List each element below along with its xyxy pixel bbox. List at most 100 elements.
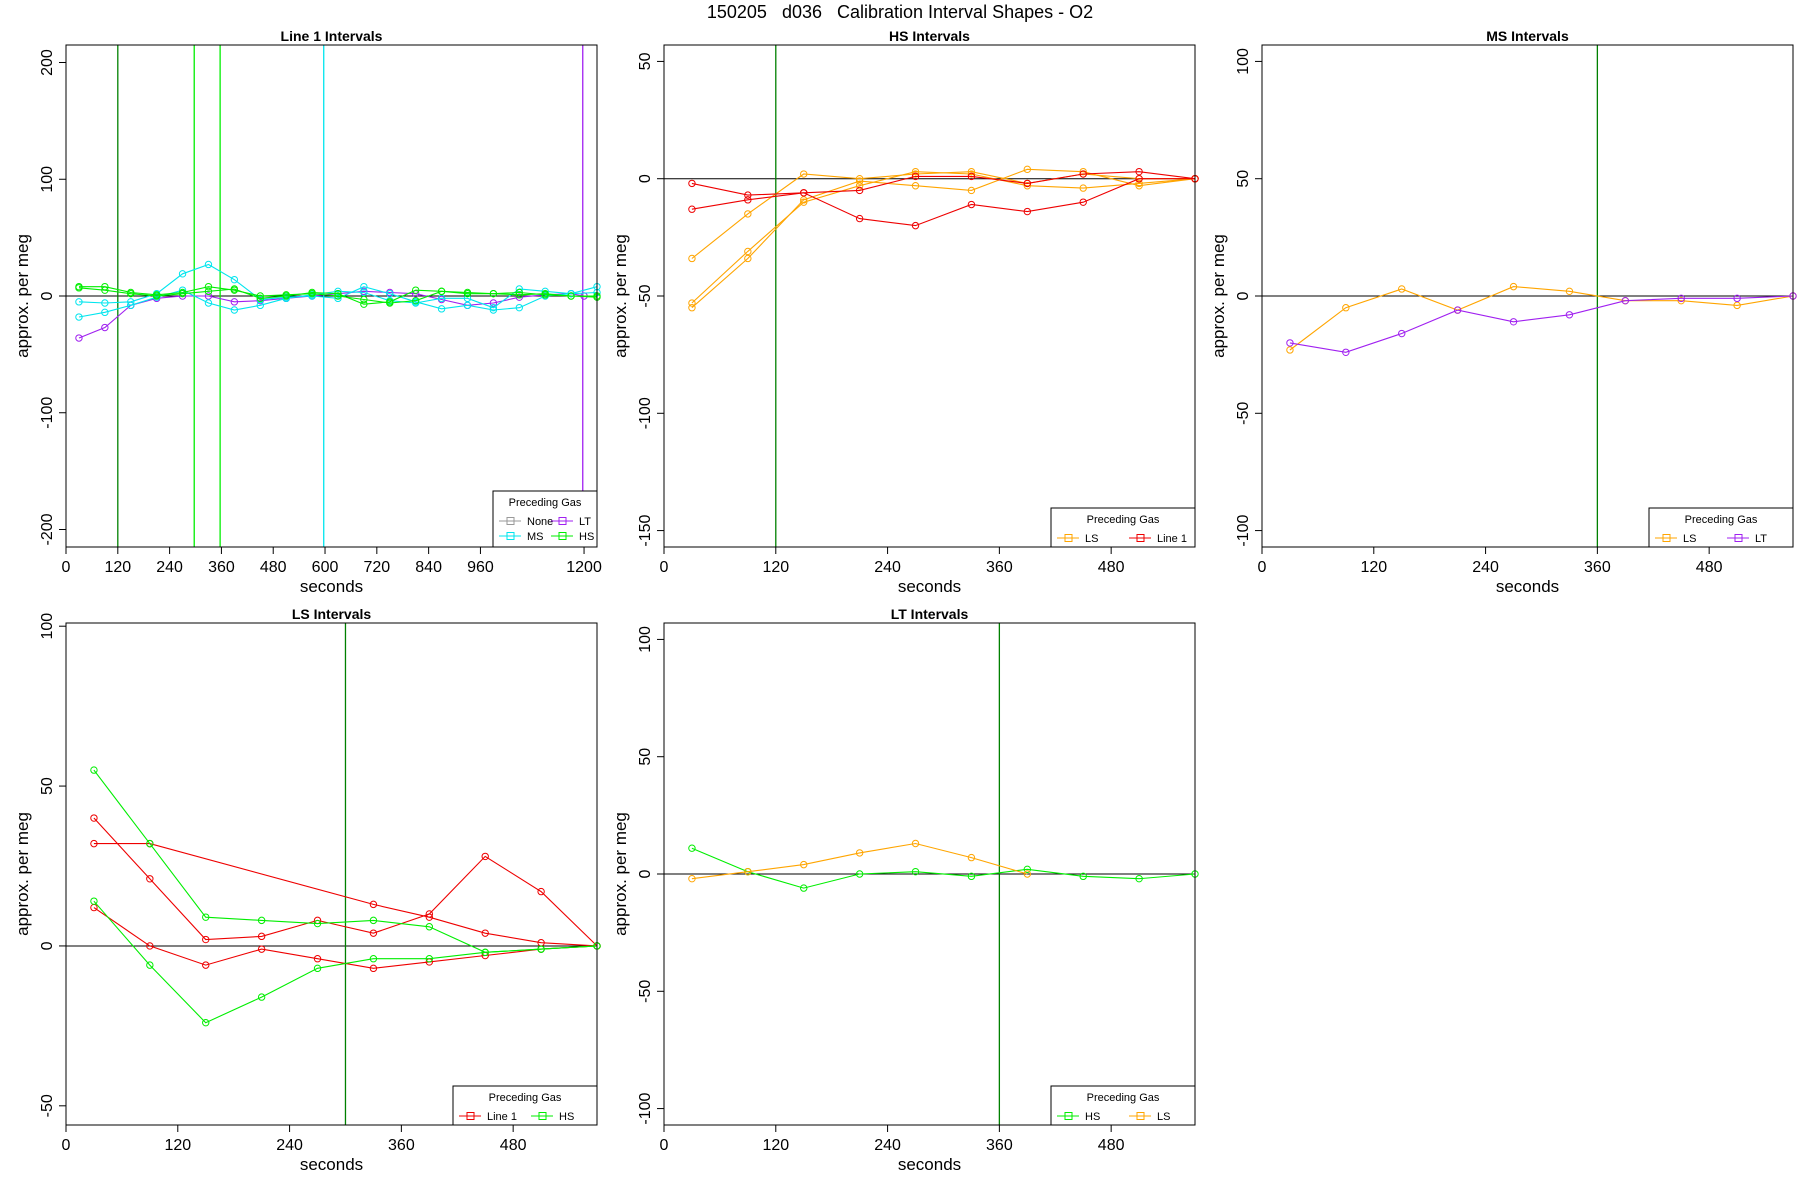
data-point (202, 961, 210, 969)
data-point (1023, 865, 1032, 874)
data-point (1621, 296, 1630, 305)
y-tick-label: 0 (39, 941, 56, 950)
figure-title: 150205 d036 Calibration Interval Shapes … (706, 2, 1094, 22)
y-tick-label: 100 (39, 613, 56, 640)
x-tick-label: 360 (986, 1137, 1013, 1154)
data-point (911, 172, 920, 181)
data-point (911, 170, 920, 178)
legend-swatch-marker (466, 1112, 475, 1120)
data-point (1398, 329, 1406, 338)
data-point (911, 867, 920, 876)
data-point (1023, 182, 1032, 190)
y-tick-label: 100 (1235, 48, 1252, 75)
panel-title: MS Intervals (1486, 28, 1569, 44)
data-point (515, 293, 523, 301)
data-point (313, 964, 322, 973)
data-point (967, 200, 976, 209)
data-point (855, 175, 864, 183)
data-point (127, 301, 135, 310)
y-tick-label: -50 (637, 980, 654, 1003)
legend-box (1050, 1085, 1196, 1126)
x-tick-label: 840 (415, 559, 442, 576)
x-axis-label: seconds (300, 1155, 363, 1174)
data-point (688, 254, 696, 263)
series-line (93, 817, 598, 947)
x-tick-label: 120 (762, 559, 789, 576)
data-point (90, 839, 98, 848)
y-tick-label: 50 (39, 777, 56, 795)
panel-title: LT Intervals (891, 606, 969, 622)
data-point (537, 945, 545, 953)
plot-frame (663, 44, 1196, 548)
data-point (146, 839, 154, 848)
data-point (688, 299, 696, 307)
data-point (911, 182, 920, 190)
data-point (334, 289, 342, 298)
legend-entry-label: Line 1 (1157, 533, 1187, 545)
legend-entry-label: HS (1085, 1111, 1100, 1123)
legend-entry-label: HS (579, 531, 594, 543)
x-tick-label: 120 (104, 559, 131, 576)
legend-swatch-marker (1136, 534, 1145, 542)
data-point (855, 186, 864, 195)
x-axis-label: seconds (898, 577, 961, 596)
data-point (1135, 179, 1143, 188)
y-tick-label: 100 (637, 626, 654, 653)
data-point (481, 948, 489, 957)
data-point (1079, 872, 1087, 881)
data-point (75, 284, 83, 292)
data-point (744, 191, 752, 199)
series-line (691, 178, 1195, 227)
series-line (1289, 295, 1794, 353)
data-point (411, 299, 420, 307)
legend-title: Preceding Gas (489, 1092, 562, 1104)
x-tick-label: 960 (467, 559, 494, 576)
data-point (437, 294, 446, 303)
data-point (386, 289, 394, 298)
data-point (1286, 346, 1294, 354)
legend-title: Preceding Gas (509, 497, 582, 509)
panel-title: LS Intervals (292, 606, 372, 622)
plot-frame (65, 622, 598, 1126)
data-point (855, 214, 864, 223)
x-tick-label: 480 (1098, 1137, 1125, 1154)
data-point (257, 945, 266, 953)
data-point (437, 287, 446, 296)
data-point (202, 1018, 210, 1027)
legend-title: Preceding Gas (1685, 514, 1758, 526)
y-axis-label: approx. per meg (13, 234, 32, 358)
data-point (744, 196, 752, 204)
x-tick-label: 120 (164, 1137, 191, 1154)
data-point (334, 294, 342, 303)
x-tick-label: 360 (986, 559, 1013, 576)
data-point (800, 884, 808, 892)
legend-box (1050, 507, 1196, 548)
x-axis-label: seconds (300, 577, 363, 596)
data-point (90, 766, 98, 774)
data-point (744, 247, 752, 256)
series-line (93, 900, 598, 1024)
data-point (688, 205, 696, 213)
data-point (1342, 348, 1350, 356)
data-point (463, 294, 472, 303)
data-point (1453, 306, 1462, 314)
legend-swatch-marker (1064, 534, 1073, 542)
legend-swatch-marker (506, 517, 515, 525)
data-point (800, 198, 808, 206)
series-line (691, 171, 1196, 196)
data-point (489, 289, 498, 298)
y-tick-label: 200 (39, 49, 56, 76)
data-point (204, 292, 213, 300)
data-point (75, 298, 83, 306)
data-point (688, 844, 696, 852)
legend-entry-label: LT (1755, 533, 1767, 545)
legend-swatch-marker (1734, 534, 1743, 542)
data-point (146, 942, 154, 950)
data-point (1135, 874, 1143, 883)
data-point (101, 323, 109, 332)
y-tick-label: -50 (39, 1094, 56, 1117)
data-point (369, 964, 378, 973)
data-point (127, 289, 135, 298)
y-tick-label: 100 (39, 166, 56, 193)
data-point (425, 913, 434, 921)
